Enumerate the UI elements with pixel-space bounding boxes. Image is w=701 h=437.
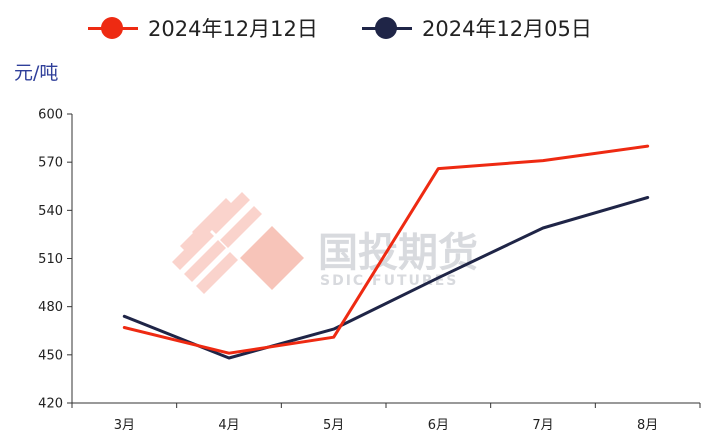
watermark-diamond-icon <box>240 226 304 290</box>
legend-marker-series-1 <box>101 16 123 39</box>
legend-swatch-series-1 <box>88 16 138 39</box>
x-tick-label: 4月 <box>218 418 239 433</box>
watermark-logo: 国投期货 SDIC FUTURES <box>172 192 478 294</box>
x-tick-label: 3月 <box>114 418 135 433</box>
watermark-stripes-icon <box>172 192 262 294</box>
series-line-2 <box>122 196 650 360</box>
legend: 2024年12月12日 2024年12月05日 <box>0 10 701 46</box>
y-tick-label: 480 <box>38 300 63 315</box>
legend-item-series-2[interactable]: 2024年12月05日 <box>362 10 592 46</box>
y-axis-unit-label: 元/吨 <box>14 62 59 84</box>
y-tick-label: 510 <box>38 252 63 267</box>
x-tick-label: 6月 <box>428 418 449 433</box>
axes: 420 450 480 510 540 570 600 3月 4月 5月 6月 7月 8月 <box>38 108 701 433</box>
legend-label-series-2: 2024年12月05日 <box>422 17 592 41</box>
x-tick-label: 8月 <box>637 418 658 433</box>
watermark-subtext: SDIC FUTURES <box>320 273 458 289</box>
y-tick-label: 570 <box>38 156 63 171</box>
legend-item-series-1[interactable]: 2024年12月12日 <box>88 10 318 46</box>
x-tick-label: 5月 <box>323 418 344 433</box>
legend-marker-series-2 <box>375 16 397 39</box>
series-group <box>122 144 650 360</box>
y-tick-label: 540 <box>38 204 63 219</box>
legend-label-series-1: 2024年12月12日 <box>148 17 318 41</box>
y-tick-label: 450 <box>38 348 63 363</box>
x-tick-label: 7月 <box>532 418 553 433</box>
series-line-1 <box>122 144 650 355</box>
y-tick-label: 420 <box>38 397 63 412</box>
watermark-text: 国投期货 <box>318 230 478 276</box>
legend-swatch-series-2 <box>362 16 412 39</box>
y-tick-label: 600 <box>38 108 63 123</box>
